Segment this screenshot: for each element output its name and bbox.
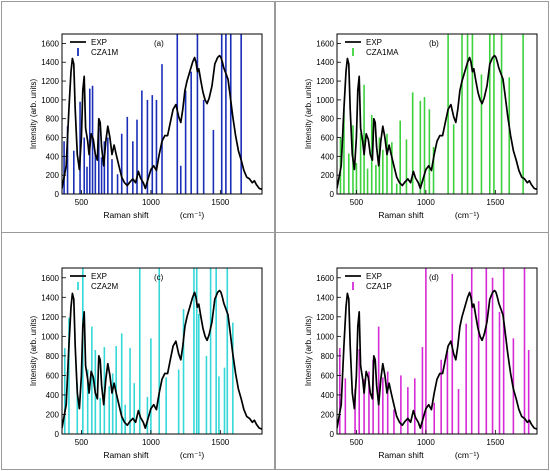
y-tick-label: 0 bbox=[330, 190, 335, 199]
y-tick-label: 800 bbox=[46, 115, 60, 124]
x-axis-unit: (cm⁻¹) bbox=[180, 210, 204, 220]
y-tick-label: 1000 bbox=[41, 96, 59, 105]
plot-area bbox=[62, 268, 262, 434]
y-axis-label: Intensity (arb. units) bbox=[29, 79, 38, 150]
chart-panel-3: 0 200 400 600 800 1000 1200 1400 1600 500 1000 1500… bbox=[29, 267, 263, 460]
y-tick-label: 200 bbox=[46, 171, 60, 180]
x-tick-label: 1500 bbox=[211, 438, 229, 447]
x-axis-unit: (cm⁻¹) bbox=[180, 450, 204, 460]
panel-label: (c) bbox=[154, 273, 164, 282]
y-tick-label: 800 bbox=[321, 352, 335, 361]
y-tick-label: 1000 bbox=[316, 96, 334, 105]
y-tick-label: 1200 bbox=[41, 313, 59, 322]
x-tick-label: 500 bbox=[350, 198, 364, 207]
exp-line bbox=[337, 54, 537, 191]
y-tick-label: 1600 bbox=[41, 274, 59, 283]
x-tick-label: 500 bbox=[350, 438, 364, 447]
x-tick-label: 500 bbox=[75, 438, 89, 447]
charts-layer: 0 200 400 600 800 1000 1200 1400 1600 500 1000 1500… bbox=[29, 33, 538, 460]
x-axis-label: Raman shift bbox=[103, 210, 149, 220]
panel-frame-bottom-right bbox=[275, 232, 549, 470]
y-tick-label: 400 bbox=[321, 152, 335, 161]
y-tick-label: 1600 bbox=[316, 274, 334, 283]
y-tick-label: 1600 bbox=[316, 39, 334, 48]
x-tick-label: 1000 bbox=[417, 438, 435, 447]
axes-frame bbox=[336, 33, 538, 195]
y-tick-label: 400 bbox=[46, 152, 60, 161]
y-axis-label: Intensity (arb. units) bbox=[304, 79, 313, 150]
chart-panel-1: 0 200 400 600 800 1000 1200 1400 1600 500 1000 1500… bbox=[29, 33, 263, 220]
x-axis-unit: (cm⁻¹) bbox=[455, 210, 479, 220]
y-tick-label: 1600 bbox=[41, 39, 59, 48]
y-tick-label: 1400 bbox=[41, 293, 59, 302]
x-tick-label: 1000 bbox=[142, 438, 160, 447]
plot-area bbox=[62, 34, 262, 194]
legend-label: CZA2M bbox=[91, 282, 118, 291]
legend-label: CZA1M bbox=[91, 48, 118, 57]
legend-label: EXP bbox=[91, 38, 107, 47]
y-tick-label: 1000 bbox=[316, 332, 334, 341]
y-tick-label: 1400 bbox=[316, 293, 334, 302]
y-tick-label: 1200 bbox=[316, 77, 334, 86]
y-axis-label: Intensity (arb. units) bbox=[29, 316, 38, 387]
axes-frame bbox=[61, 33, 263, 195]
panel-frame-bottom-left bbox=[1, 232, 275, 470]
y-tick-label: 600 bbox=[46, 371, 60, 380]
x-tick-label: 1500 bbox=[486, 438, 504, 447]
y-axis-label: Intensity (arb. units) bbox=[304, 316, 313, 387]
chart-panel-4: 0 200 400 600 800 1000 1200 1400 1600 500 1000 1500… bbox=[304, 267, 538, 460]
plot-area bbox=[337, 268, 537, 434]
x-axis-label: Raman shift bbox=[103, 450, 149, 460]
axes-frame bbox=[336, 267, 538, 435]
x-tick-label: 1000 bbox=[417, 198, 435, 207]
panel-label: (a) bbox=[154, 39, 164, 48]
y-tick-label: 200 bbox=[46, 410, 60, 419]
y-tick-label: 400 bbox=[46, 391, 60, 400]
plot-area bbox=[337, 34, 537, 194]
legend-label: CZA1P bbox=[366, 282, 392, 291]
y-tick-label: 0 bbox=[55, 430, 60, 439]
y-tick-label: 600 bbox=[321, 134, 335, 143]
x-axis-label: Raman shift bbox=[378, 450, 424, 460]
y-tick-label: 1400 bbox=[316, 58, 334, 67]
y-tick-label: 200 bbox=[321, 171, 335, 180]
legend-label: CZA1MA bbox=[366, 48, 399, 57]
y-tick-label: 0 bbox=[330, 430, 335, 439]
y-tick-label: 600 bbox=[321, 371, 335, 380]
panel-label: (d) bbox=[429, 273, 439, 282]
x-axis-unit: (cm⁻¹) bbox=[455, 450, 479, 460]
chart-panel-2: 0 200 400 600 800 1000 1200 1400 1600 500 1000 1500… bbox=[304, 33, 538, 220]
x-tick-label: 1500 bbox=[486, 198, 504, 207]
x-axis-label: Raman shift bbox=[378, 210, 424, 220]
x-tick-label: 1000 bbox=[142, 198, 160, 207]
y-tick-label: 0 bbox=[55, 190, 60, 199]
exp-line bbox=[337, 289, 537, 430]
y-tick-label: 1200 bbox=[41, 77, 59, 86]
x-tick-label: 500 bbox=[75, 198, 89, 207]
y-tick-label: 800 bbox=[46, 352, 60, 361]
legend-label: EXP bbox=[91, 272, 107, 281]
y-tick-label: 1200 bbox=[316, 313, 334, 322]
x-tick-label: 1500 bbox=[211, 198, 229, 207]
y-tick-label: 800 bbox=[321, 115, 335, 124]
y-tick-label: 1000 bbox=[41, 332, 59, 341]
exp-line bbox=[62, 289, 262, 430]
axes-frame bbox=[61, 267, 263, 435]
y-tick-label: 1400 bbox=[41, 58, 59, 67]
y-tick-label: 400 bbox=[321, 391, 335, 400]
panel-label: (b) bbox=[429, 39, 439, 48]
exp-line bbox=[62, 54, 262, 191]
y-tick-label: 200 bbox=[321, 410, 335, 419]
y-tick-label: 600 bbox=[46, 134, 60, 143]
legend-label: EXP bbox=[366, 38, 382, 47]
legend-label: EXP bbox=[366, 272, 382, 281]
